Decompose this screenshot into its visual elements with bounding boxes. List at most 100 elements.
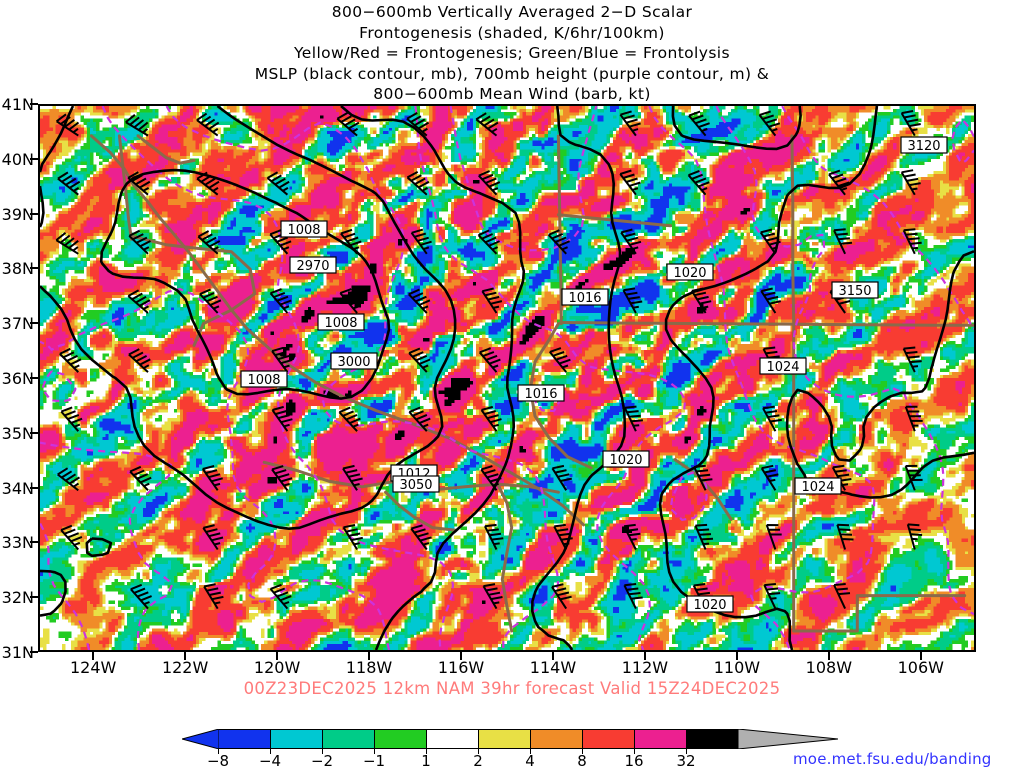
wind-barb	[271, 465, 293, 491]
colorbar-tick-label: −8	[206, 752, 230, 770]
contour-label-box	[517, 384, 565, 402]
lon-tick-label: 118W	[345, 658, 393, 677]
mslp-contour-line	[340, 106, 526, 650]
lon-tick-mark	[643, 652, 646, 660]
colorbar-tick	[634, 749, 635, 754]
contour-label: 1008	[240, 370, 288, 388]
contour-label: 1024	[759, 357, 807, 375]
lat-tick-mark	[30, 651, 38, 653]
wind-barb	[551, 464, 573, 491]
colorbar-tick	[530, 749, 531, 754]
contour-label-text: 1020	[693, 598, 726, 613]
contour-label: 1020	[666, 263, 714, 281]
colorbar-tick	[322, 749, 323, 754]
height-contour-line	[101, 106, 455, 650]
wind-barb	[59, 347, 82, 373]
lon-tick-label: 106W	[897, 658, 944, 677]
frontogenesis-colorbar[interactable]: −8 −4 −2 −1 1 2 4 8 16 32	[180, 728, 842, 770]
lon-tick-mark	[276, 652, 279, 660]
map-canvas[interactable]: 1008297010083000100810123050101610161020…	[40, 106, 974, 650]
lon-tick-mark	[460, 652, 463, 660]
wind-barb	[60, 524, 83, 551]
lat-tick-label: 40N	[1, 149, 34, 169]
wind-barb	[408, 406, 431, 432]
contour-label-text: 2970	[296, 259, 329, 274]
border-line	[790, 134, 796, 633]
lat-tick-label: 38N	[1, 259, 34, 279]
wind-barb	[338, 406, 361, 432]
wind-barb	[478, 347, 501, 373]
contour-label-box	[280, 220, 328, 238]
colorbar-segment[interactable]	[374, 729, 426, 749]
wind-barb	[342, 524, 363, 551]
contour-label: 1020	[686, 595, 734, 613]
lon-tick-label: 120W	[253, 658, 301, 677]
lon-tick-label: 114W	[529, 658, 577, 677]
wind-barb	[623, 583, 643, 610]
lon-tick-label: 112W	[621, 658, 669, 677]
lat-tick-mark	[30, 212, 38, 215]
lat-tick-mark	[30, 431, 38, 434]
contour-label: 1008	[317, 313, 365, 331]
colorbar-tick-label: 1	[421, 752, 431, 770]
contour-label: 3050	[392, 475, 440, 493]
wind-barb	[759, 228, 781, 255]
wind-barb	[271, 405, 293, 432]
wind-barb	[690, 287, 712, 314]
contour-label: 3000	[330, 352, 378, 370]
wind-barb	[201, 465, 223, 491]
colorbar-segment[interactable]	[530, 729, 582, 749]
wind-barb	[620, 228, 642, 255]
mslp-contour-line	[99, 168, 391, 400]
mslp-contour-line	[531, 106, 627, 650]
lat-tick-mark	[30, 377, 38, 379]
colorbar-segment[interactable]	[582, 729, 634, 749]
colorbar-segment[interactable]	[322, 729, 374, 749]
wind-barb	[408, 288, 431, 314]
wind-barb	[900, 169, 921, 196]
colorbar-segment[interactable]	[478, 729, 530, 749]
lon-tick-label: 110W	[713, 658, 761, 677]
wind-barb	[758, 110, 781, 137]
wind-barb	[547, 229, 570, 255]
border-line	[117, 134, 133, 241]
wind-barb	[622, 287, 643, 314]
colorbar-segment[interactable]	[270, 729, 322, 749]
wind-barb	[549, 347, 571, 373]
contour-label-text: 1008	[247, 373, 280, 388]
height-contour-line	[414, 106, 687, 650]
contour-label-text: 3120	[907, 139, 940, 154]
colorbar-tick-label: 4	[525, 752, 535, 770]
wind-barb	[484, 523, 504, 550]
wind-barb	[60, 406, 83, 432]
colorbar-segment[interactable]	[634, 729, 686, 749]
wind-barb	[336, 112, 360, 137]
lon-tick-label: 124W	[69, 658, 117, 677]
wind-barb	[623, 523, 641, 550]
wind-barb	[551, 583, 572, 610]
title-line-3: Yellow/Red = Frontogenesis; Green/Blue =…	[294, 44, 730, 63]
height-contour-line	[40, 522, 91, 650]
colorbar-tick	[686, 749, 687, 754]
colorbar-tick	[426, 749, 427, 754]
lat-tick-mark	[30, 596, 38, 599]
wind-barb	[197, 230, 221, 255]
colorbar-segment[interactable]	[218, 729, 270, 749]
wind-barbs	[55, 110, 923, 610]
contour-label-box	[831, 281, 879, 299]
colorbar-segment[interactable]	[426, 729, 478, 749]
height-contour-line	[781, 106, 974, 330]
wind-barb	[475, 112, 499, 137]
contour-label-text: 3000	[337, 355, 370, 370]
wind-barb	[688, 110, 710, 137]
border-line	[131, 235, 257, 347]
lon-tick-mark	[368, 652, 371, 660]
wind-barb	[203, 583, 224, 610]
wind-barb	[408, 347, 431, 373]
wind-barb	[836, 523, 854, 550]
colorbar-segment[interactable]	[686, 729, 738, 749]
title-line-2: Frontogenesis (shaded, K/6hr/100km)	[359, 23, 665, 42]
map-plot-area[interactable]: 1008 2970 1008 3000 1008 1012 3050 1016 1016 1020…	[38, 104, 976, 652]
contour-label-text: 3150	[838, 284, 871, 299]
lon-tick-mark	[827, 652, 830, 660]
